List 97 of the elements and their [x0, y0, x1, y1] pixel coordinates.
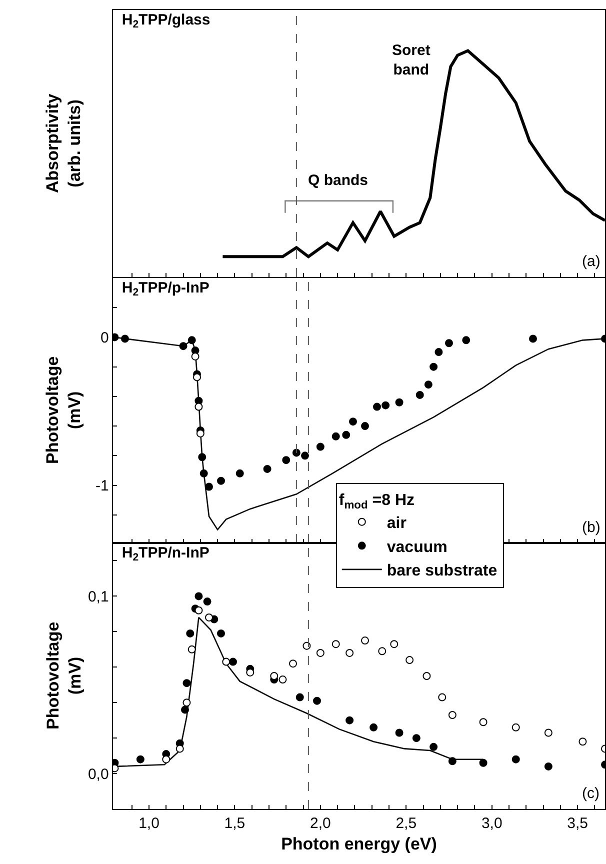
point: [188, 645, 196, 654]
point: [181, 706, 189, 714]
point: [544, 728, 552, 737]
point: [430, 362, 438, 371]
point: [188, 336, 196, 344]
point: [198, 453, 206, 462]
annotation: (a): [582, 253, 600, 270]
point: [370, 723, 378, 732]
point: [332, 640, 340, 648]
point: [217, 476, 225, 485]
point: [200, 469, 208, 478]
point: [136, 755, 144, 764]
x-tick-label: 1,5: [224, 815, 246, 832]
point: [395, 728, 404, 737]
point: [424, 380, 432, 389]
point: [332, 432, 340, 440]
y-tick-label: -1: [95, 478, 109, 495]
legend-label: air: [386, 515, 406, 532]
point: [270, 672, 278, 680]
point: [316, 442, 324, 451]
point: [462, 336, 470, 344]
point: [382, 401, 390, 410]
point: [203, 598, 212, 606]
point: [301, 452, 309, 460]
point: [434, 348, 443, 356]
point: [395, 398, 404, 406]
x-tick-label: 3,5: [567, 815, 588, 832]
x-tick-label: 2,5: [396, 815, 417, 832]
point: [373, 402, 381, 411]
point: [342, 430, 350, 439]
point: [406, 656, 414, 664]
x-tick-label: 2,0: [310, 815, 331, 832]
point: [529, 334, 537, 343]
y-tick-label: 0,1: [88, 588, 109, 606]
x-axis-title: Photon energy (eV): [281, 834, 437, 854]
point: [479, 718, 488, 726]
point: [194, 402, 203, 411]
point: [222, 658, 230, 666]
legend-title: f$_{mod}$ =8 Hz: [338, 492, 415, 512]
point: [186, 629, 194, 638]
point: [194, 592, 203, 600]
point: [121, 334, 129, 343]
point: [205, 613, 213, 622]
point: [316, 648, 324, 657]
point: [512, 755, 520, 764]
point: [445, 339, 453, 348]
point: [346, 648, 354, 657]
chart-title: H$_{2}$TPP/n-InP: [122, 544, 210, 564]
y-axis-title: Photovoltage (mV): [43, 356, 84, 464]
point: [176, 744, 184, 753]
point: [217, 629, 225, 638]
legend-label: vacuum: [386, 538, 448, 556]
point: [416, 390, 424, 399]
point: [430, 742, 438, 751]
point: [182, 679, 191, 688]
point: [448, 711, 456, 720]
legend-label: bare substrate: [386, 562, 498, 580]
point: [412, 734, 420, 742]
point: [193, 373, 201, 382]
point: [512, 723, 520, 732]
point: [479, 758, 488, 767]
point: [289, 660, 297, 668]
point: [390, 640, 398, 648]
point: [182, 698, 191, 707]
point: [296, 693, 304, 702]
annotation: Soret band: [392, 42, 430, 78]
annotation: (b): [582, 519, 600, 536]
point: [263, 464, 272, 473]
point: [282, 456, 290, 464]
y-tick-label: 0,0: [88, 766, 109, 783]
x-tick-label: 1,0: [138, 815, 160, 832]
chart-title: H$_{2}$TPP/glass: [122, 12, 210, 31]
point: [448, 757, 456, 766]
point: [438, 693, 446, 702]
annotation: (c): [582, 785, 600, 802]
point: [194, 606, 203, 614]
point: [422, 672, 431, 680]
point: [236, 469, 244, 478]
point: [278, 676, 287, 684]
y-axis-title: Photovoltage (mV): [44, 622, 85, 730]
point: [205, 482, 213, 491]
point: [346, 716, 354, 724]
point: [544, 762, 552, 770]
point: [578, 738, 587, 746]
y-tick-label: 0: [100, 329, 109, 346]
point: [378, 647, 386, 656]
point: [179, 342, 188, 350]
point: [361, 636, 369, 645]
point: [361, 422, 369, 430]
y-axis-title: Absorptivity (arb. units): [43, 93, 84, 193]
point: [162, 755, 170, 764]
annotation: Q bands: [308, 172, 368, 189]
point: [313, 696, 321, 705]
x-tick-label: 3,0: [481, 815, 502, 832]
chart-title: H$_{2}$TPP/p-InP: [122, 279, 210, 299]
point: [229, 658, 237, 666]
point: [349, 418, 357, 426]
